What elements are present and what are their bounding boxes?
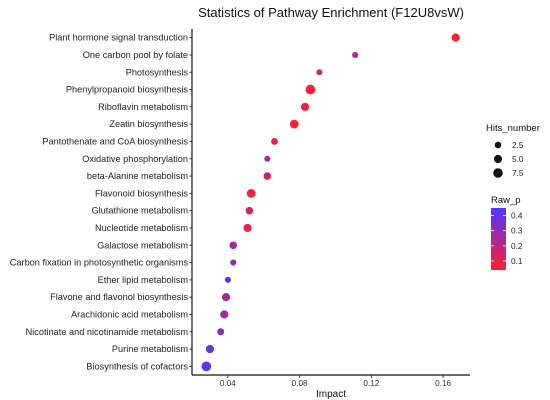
x-tick-label: 0.12 xyxy=(363,379,379,388)
x-tick-label: 0.16 xyxy=(435,379,451,388)
size-legend-label: 5.0 xyxy=(512,155,524,164)
data-point xyxy=(289,119,299,129)
category-label: Purine metabolism xyxy=(112,344,188,354)
data-point xyxy=(246,188,256,198)
plot-axes xyxy=(191,29,470,376)
data-point xyxy=(352,51,359,59)
size-legend-marker xyxy=(493,168,503,178)
category-label: Glutathione metabolism xyxy=(91,206,188,216)
data-point xyxy=(230,259,237,266)
data-point xyxy=(220,310,229,319)
category-label: Carbon fixation in photosynthetic organi… xyxy=(10,258,189,268)
category-label: beta-Alanine metabolism xyxy=(87,171,188,181)
hits-number-legend: Hits_number 2.5 5.0 7.5 xyxy=(486,123,540,178)
category-label: One carbon pool by folate xyxy=(83,50,188,60)
raw-p-legend: Raw_p 0.1 0.2 0.3 0.4 xyxy=(491,195,523,270)
data-point xyxy=(229,241,238,250)
data-point xyxy=(300,102,310,111)
data-point xyxy=(245,206,254,215)
category-label: Oxidative phosphorylation xyxy=(82,154,188,164)
color-legend-label: 0.4 xyxy=(511,212,523,221)
category-label: Photosynthesis xyxy=(126,67,189,77)
color-legend-label: 0.3 xyxy=(511,227,523,236)
data-point xyxy=(316,69,323,76)
color-legend-bar xyxy=(491,208,506,270)
category-label: Arachidonic acid metabolism xyxy=(71,309,188,319)
size-legend-marker xyxy=(493,154,503,164)
category-label: Riboflavin metabolism xyxy=(98,102,188,112)
size-legend-marker xyxy=(494,141,502,149)
color-legend-title: Raw_p xyxy=(491,195,521,206)
category-label: Zeatin biosynthesis xyxy=(109,119,188,129)
size-legend-label: 7.5 xyxy=(512,169,524,178)
data-point xyxy=(451,33,460,42)
y-category-labels: Plant hormone signal transduction One car… xyxy=(10,33,189,372)
color-legend-label: 0.2 xyxy=(511,242,523,251)
data-point xyxy=(221,293,231,302)
size-legend-label: 2.5 xyxy=(512,141,524,150)
data-point xyxy=(224,276,231,283)
size-legend-title: Hits_number xyxy=(486,123,540,134)
category-label: Flavonoid biosynthesis xyxy=(95,188,188,198)
data-point xyxy=(305,84,316,95)
category-label: Nucleotide metabolism xyxy=(95,223,188,233)
category-label: Flavone and flavonol biosynthesis xyxy=(50,292,188,302)
data-point xyxy=(271,137,278,145)
chart-title: Statistics of Pathway Enrichment (F12U8v… xyxy=(198,5,464,20)
x-axis-ticks: 0.04 0.08 0.12 0.16 xyxy=(220,375,452,388)
x-tick-label: 0.04 xyxy=(220,379,236,388)
x-axis-title: Impact xyxy=(316,389,346,400)
category-label: Nicotinate and nicotinamide metabolism xyxy=(26,327,189,337)
data-point xyxy=(263,172,272,180)
data-point xyxy=(243,223,252,233)
x-tick-label: 0.08 xyxy=(292,379,308,388)
data-point xyxy=(264,155,271,162)
data-point xyxy=(205,344,215,354)
category-label: Galactose metabolism xyxy=(97,240,188,250)
data-point xyxy=(201,361,212,372)
category-label: Biosynthesis of cofactors xyxy=(86,361,188,371)
category-label: Phenylpropanoid biosynthesis xyxy=(66,85,188,95)
scatter-points xyxy=(201,33,460,372)
data-point xyxy=(217,328,225,336)
category-label: Pantothenate and CoA biosynthesis xyxy=(42,136,188,146)
category-label: Ether lipid metabolism xyxy=(98,275,189,285)
category-label: Plant hormone signal transduction xyxy=(49,33,188,43)
color-legend-label: 0.1 xyxy=(511,257,523,266)
